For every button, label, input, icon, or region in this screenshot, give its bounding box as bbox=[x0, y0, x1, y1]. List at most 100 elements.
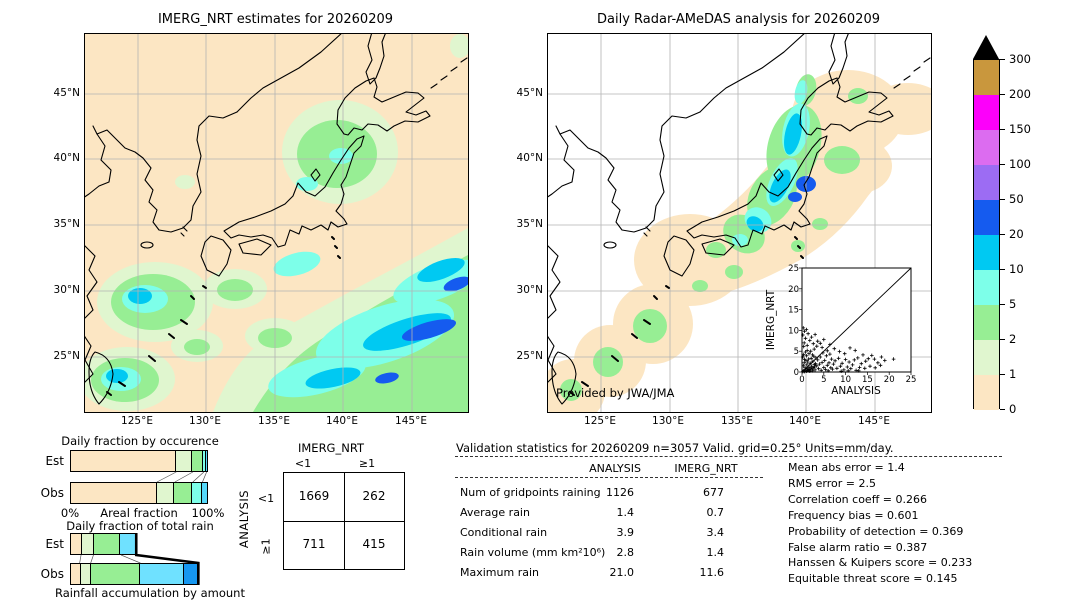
svg-text:15: 15 bbox=[862, 375, 873, 385]
x-tick: 135°E bbox=[721, 415, 753, 427]
colorbar-tick: 10 bbox=[1009, 262, 1024, 276]
contingency-col-group: IMERG_NRT bbox=[297, 441, 364, 455]
stats-row-label: Maximum rain bbox=[460, 566, 539, 579]
contingency-row-label-1: ≥1 bbox=[259, 538, 273, 555]
metric-mean-abs-error: Mean abs error = 1.4 bbox=[788, 461, 905, 474]
stats-title: Validation statistics for 20260209 n=305… bbox=[456, 441, 894, 455]
stats-divider-head bbox=[455, 477, 763, 478]
y-tick: 25°N bbox=[516, 350, 543, 362]
colorbar-tick: 150 bbox=[1009, 122, 1031, 136]
colorbar-tick: 1 bbox=[1009, 367, 1017, 381]
contingency-cell-10: 711 bbox=[302, 537, 326, 551]
x-tick: 140°E bbox=[789, 415, 821, 427]
metric-far: False alarm ratio = 0.387 bbox=[788, 540, 928, 554]
colorbar-tick: 300 bbox=[1009, 52, 1031, 66]
stats-row-label: Average rain bbox=[460, 506, 530, 519]
stats-col-analysis: ANALYSIS bbox=[589, 462, 641, 475]
contingency-row-group: ANALYSIS bbox=[237, 489, 251, 549]
colorbar-tick: 200 bbox=[1009, 87, 1031, 101]
svg-text:20: 20 bbox=[884, 375, 895, 385]
scatter-xlabel: ANALYSIS bbox=[831, 385, 881, 397]
stats-row-imerg: 0.7 bbox=[706, 506, 725, 519]
stats-row-imerg: 3.4 bbox=[706, 526, 725, 539]
left-map-gridlines bbox=[85, 34, 468, 412]
occurrence-bars bbox=[70, 450, 208, 504]
y-tick: 40°N bbox=[53, 152, 80, 164]
svg-text:25: 25 bbox=[906, 375, 917, 385]
x-tick: 135°E bbox=[258, 415, 290, 427]
svg-text:15: 15 bbox=[788, 306, 799, 316]
stats-row-label: Num of gridpoints raining bbox=[460, 486, 601, 499]
contingency-col-label-0: <1 bbox=[294, 457, 312, 470]
colorbar-tick: 2 bbox=[1009, 332, 1017, 346]
bar-est bbox=[70, 450, 208, 472]
svg-text:5: 5 bbox=[794, 347, 799, 357]
x-tick: 145°E bbox=[395, 415, 427, 427]
svg-text:5: 5 bbox=[821, 375, 826, 385]
bar-obs bbox=[70, 563, 199, 585]
metric-correlation: Correlation coeff = 0.266 bbox=[788, 492, 927, 506]
x-tick: 145°E bbox=[858, 415, 890, 427]
svg-text:10: 10 bbox=[788, 326, 799, 336]
y-tick: 30°N bbox=[53, 284, 80, 296]
occurrence-x0: 0% bbox=[60, 506, 80, 520]
coastline-layer bbox=[85, 34, 468, 405]
x-tick: 140°E bbox=[326, 415, 358, 427]
metric-hk-score: Hanssen & Kuipers score = 0.233 bbox=[788, 556, 973, 570]
colorbar-tick: 100 bbox=[1009, 157, 1031, 171]
stats-row-label: Rain volume (mm km²10⁶) bbox=[460, 546, 606, 559]
metric-rms-error: RMS error = 2.5 bbox=[788, 476, 876, 490]
totalrain-xlabel: Rainfall accumulation by amount bbox=[55, 586, 245, 600]
svg-text:20: 20 bbox=[788, 285, 799, 295]
bar-obs bbox=[70, 482, 208, 504]
y-tick: 35°N bbox=[53, 218, 80, 230]
y-tick: 25°N bbox=[53, 350, 80, 362]
occurrence-x100: 100% bbox=[191, 506, 225, 520]
one-to-one-line bbox=[801, 267, 912, 373]
left-map-canvas bbox=[85, 34, 468, 412]
occurrence-xlabel: Areal fraction bbox=[100, 506, 178, 520]
colorbar-over-arrow bbox=[973, 35, 999, 59]
colorbar-segments bbox=[973, 59, 1000, 410]
y-tick: 30°N bbox=[516, 284, 543, 296]
colorbar-tick: 20 bbox=[1009, 227, 1024, 241]
occurrence-title: Daily fraction by occurence bbox=[61, 434, 219, 448]
stats-row-imerg: 677 bbox=[703, 486, 724, 499]
left-map-title: IMERG_NRT estimates for 20260209 bbox=[157, 12, 394, 27]
scatter-ylabel: IMERG_NRT bbox=[765, 289, 777, 350]
contingency-cell-01: 262 bbox=[362, 489, 386, 503]
stats-row-analysis: 1126 bbox=[606, 486, 634, 499]
map-credit: Provided by JWA/JMA bbox=[556, 386, 675, 400]
occurrence-obs-label: Obs bbox=[40, 486, 64, 500]
totalrain-obs-label: Obs bbox=[40, 567, 64, 581]
x-tick: 130°E bbox=[652, 415, 684, 427]
svg-text:0: 0 bbox=[794, 368, 799, 378]
colorbar-tick: 50 bbox=[1009, 192, 1024, 206]
bar-est bbox=[70, 533, 137, 555]
colorbar-tick: 5 bbox=[1009, 297, 1017, 311]
metric-ets: Equitable threat score = 0.145 bbox=[788, 572, 958, 586]
x-tick: 130°E bbox=[189, 415, 221, 427]
y-tick: 40°N bbox=[516, 152, 543, 164]
stats-row-imerg: 11.6 bbox=[699, 566, 725, 579]
stats-col-imerg: IMERG_NRT bbox=[674, 462, 738, 475]
y-tick: 35°N bbox=[516, 218, 543, 230]
colorbar-tick: 0 bbox=[1009, 402, 1017, 416]
totalrain-bars bbox=[70, 533, 208, 585]
totalrain-title: Daily fraction of total rain bbox=[66, 519, 214, 533]
scatter-inset-canvas: 00 5 5 10 10 15 15 20 20 25 25 ANALYSIS IMERG_NRT bbox=[765, 264, 917, 397]
svg-text:10: 10 bbox=[840, 375, 851, 385]
metrics-list: Mean abs error = 1.4 RMS error = 2.5 Cor… bbox=[788, 460, 972, 587]
contingency-grid: 1669 262 711 415 bbox=[283, 472, 405, 570]
scatter-points bbox=[801, 326, 896, 374]
stats-row-label: Conditional rain bbox=[460, 526, 548, 539]
x-tick: 125°E bbox=[121, 415, 153, 427]
contingency-row-label-0: <1 bbox=[257, 492, 275, 505]
contingency-cell-00: 1669 bbox=[298, 489, 330, 503]
left-map bbox=[84, 33, 469, 413]
right-map-title: Daily Radar-AMeDAS analysis for 20260209 bbox=[597, 12, 880, 27]
stats-row-analysis: 21.0 bbox=[609, 566, 635, 579]
metric-pod: Probability of detection = 0.369 bbox=[788, 524, 964, 538]
contingency-col-label-1: ≥1 bbox=[358, 457, 376, 470]
